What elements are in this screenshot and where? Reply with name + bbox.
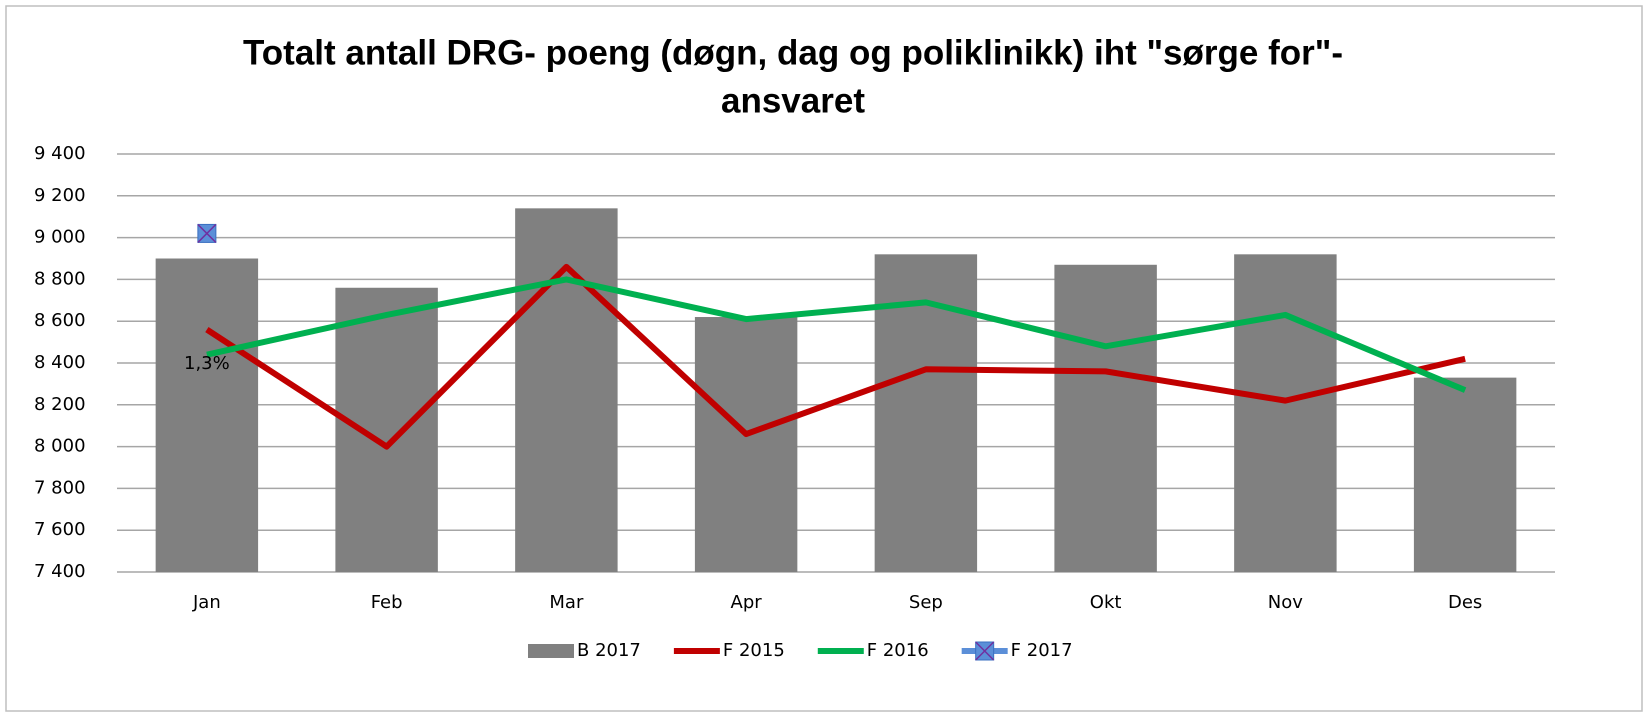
y-tick-label: 8 000 bbox=[34, 436, 86, 457]
bar bbox=[694, 317, 798, 572]
x-tick-label: Des bbox=[1448, 592, 1482, 613]
y-tick-label: 7 600 bbox=[34, 519, 86, 540]
bar bbox=[155, 258, 259, 572]
y-tick-label: 8 200 bbox=[34, 394, 86, 415]
x-tick-label: Okt bbox=[1090, 592, 1122, 613]
annotation: 1,3% bbox=[184, 353, 230, 374]
legend-swatch bbox=[528, 644, 574, 658]
y-tick-label: 7 800 bbox=[34, 477, 86, 498]
bar bbox=[1054, 264, 1157, 572]
y-tick-label: 8 800 bbox=[34, 268, 86, 289]
x-tick-label: Apr bbox=[731, 592, 763, 613]
y-tick-label: 8 400 bbox=[34, 352, 86, 373]
bar bbox=[335, 287, 438, 572]
legend-marker bbox=[975, 641, 995, 661]
chart-title: ansvaret bbox=[721, 81, 865, 120]
legend-label: B 2017 bbox=[577, 640, 641, 661]
x-tick-label: Sep bbox=[909, 592, 943, 613]
chart-frame bbox=[5, 5, 1643, 712]
y-tick-label: 9 400 bbox=[34, 143, 86, 164]
chart-title: Totalt antall DRG- poeng (døgn, dag og p… bbox=[243, 33, 1343, 72]
line bbox=[205, 263, 1466, 450]
legend-label: F 2015 bbox=[723, 640, 785, 661]
legend-label: F 2016 bbox=[867, 640, 929, 661]
bar bbox=[515, 208, 618, 572]
y-tick-label: 9 200 bbox=[34, 185, 86, 206]
bar bbox=[1234, 254, 1337, 572]
y-tick-label: 9 000 bbox=[34, 227, 86, 248]
legend-label: F 2017 bbox=[1011, 640, 1073, 661]
line bbox=[206, 276, 1467, 393]
y-tick-label: 8 600 bbox=[34, 310, 86, 331]
bar bbox=[1413, 377, 1517, 572]
x-tick-label: Feb bbox=[371, 592, 403, 613]
marker bbox=[197, 223, 217, 243]
x-tick-label: Jan bbox=[192, 592, 221, 613]
x-tick-label: Nov bbox=[1268, 592, 1303, 613]
x-tick-label: Mar bbox=[549, 592, 584, 613]
y-tick-label: 7 400 bbox=[34, 561, 86, 582]
